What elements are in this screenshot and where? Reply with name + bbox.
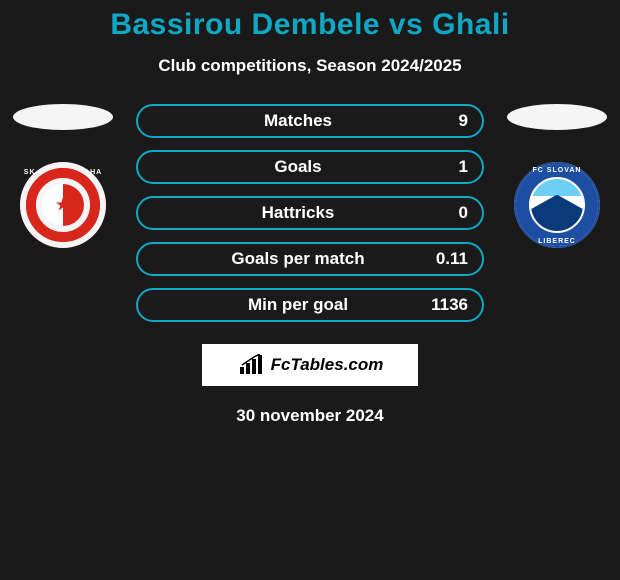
stat-row-goals: Goals 1 [136,150,484,184]
main-row: SK SLAVIA PRAHA FOTBAL ★ Matches 9 Goals [0,104,620,322]
page-title: Bassirou Dembele vs Ghali [0,8,620,42]
player-photo-placeholder-right [507,104,607,130]
stat-value: 9 [422,111,468,131]
footer-date: 30 november 2024 [0,406,620,426]
left-player-column: SK SLAVIA PRAHA FOTBAL ★ [8,104,118,248]
stat-row-hattricks: Hattricks 0 [136,196,484,230]
stat-value: 0.11 [422,249,468,269]
right-player-column: FC SLOVAN LIBEREC [502,104,612,248]
stat-row-min-per-goal: Min per goal 1136 [136,288,484,322]
stat-row-goals-per-match: Goals per match 0.11 [136,242,484,276]
stat-label: Matches [138,111,422,131]
watermark: FcTables.com [202,344,418,386]
page-subtitle: Club competitions, Season 2024/2025 [0,56,620,76]
club-badge-slovan: FC SLOVAN LIBEREC [514,162,600,248]
stat-value: 1136 [422,295,468,315]
stat-label: Goals [138,157,422,177]
club-badge-slavia: SK SLAVIA PRAHA FOTBAL ★ [20,162,106,248]
bar-chart-icon [237,354,265,376]
comparison-card: Bassirou Dembele vs Ghali Club competiti… [0,0,620,580]
badge-text-bottom: LIBEREC [514,238,600,245]
star-icon: ★ [55,195,71,216]
badge-text-top: FC SLOVAN [514,167,600,174]
watermark-text: FcTables.com [271,355,384,375]
stat-value: 1 [422,157,468,177]
stat-label: Min per goal [138,295,422,315]
stat-row-matches: Matches 9 [136,104,484,138]
stat-value: 0 [422,203,468,223]
stat-label: Goals per match [138,249,422,269]
stats-column: Matches 9 Goals 1 Hattricks 0 Goals per … [136,104,484,322]
stat-label: Hattricks [138,203,422,223]
player-photo-placeholder-left [13,104,113,130]
